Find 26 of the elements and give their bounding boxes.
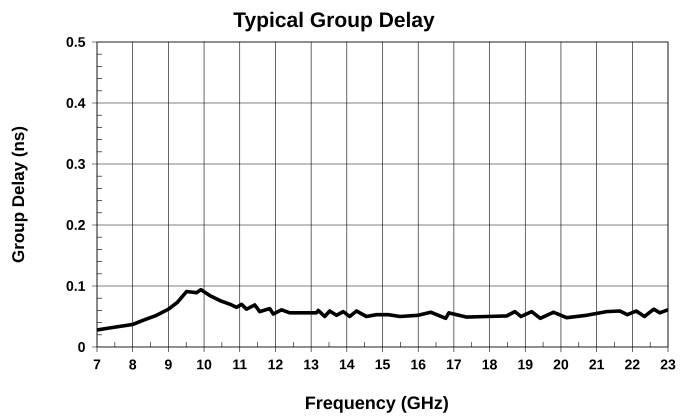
chart-title: Typical Group Delay: [233, 12, 435, 32]
x-tick-label: 7: [94, 360, 100, 370]
x-tick-label: 22: [625, 360, 640, 370]
x-tick-label: 12: [268, 360, 283, 370]
x-tick-label: 20: [554, 360, 568, 370]
x-tick-label: 21: [589, 360, 604, 370]
x-tick-label: 9: [164, 360, 172, 370]
x-tick-label: 23: [660, 360, 676, 370]
y-tick-label: 0.5: [66, 37, 86, 47]
x-tick-label: 18: [482, 360, 497, 370]
x-tick-label: 17: [446, 360, 462, 370]
x-tick-label: 10: [197, 360, 212, 370]
x-tick-label: 11: [233, 360, 247, 370]
y-axis-title: Group Delay (ns): [12, 126, 28, 262]
y-tick-label: 0.1: [66, 281, 86, 291]
y-tick-label: 0.3: [66, 159, 85, 169]
x-tick-label: 19: [518, 360, 533, 370]
x-tick-label: 8: [129, 360, 136, 370]
x-tick-label: 16: [411, 360, 426, 370]
x-tick-label: 15: [376, 360, 390, 370]
x-tick-label: 14: [340, 360, 355, 370]
x-tick-label: 13: [304, 360, 318, 370]
y-tick-label: 0: [78, 342, 85, 352]
y-tick-label: 0.2: [66, 220, 85, 230]
y-tick-label: 0.4: [66, 98, 86, 108]
x-axis-title: Frequency (GHz): [306, 396, 448, 413]
